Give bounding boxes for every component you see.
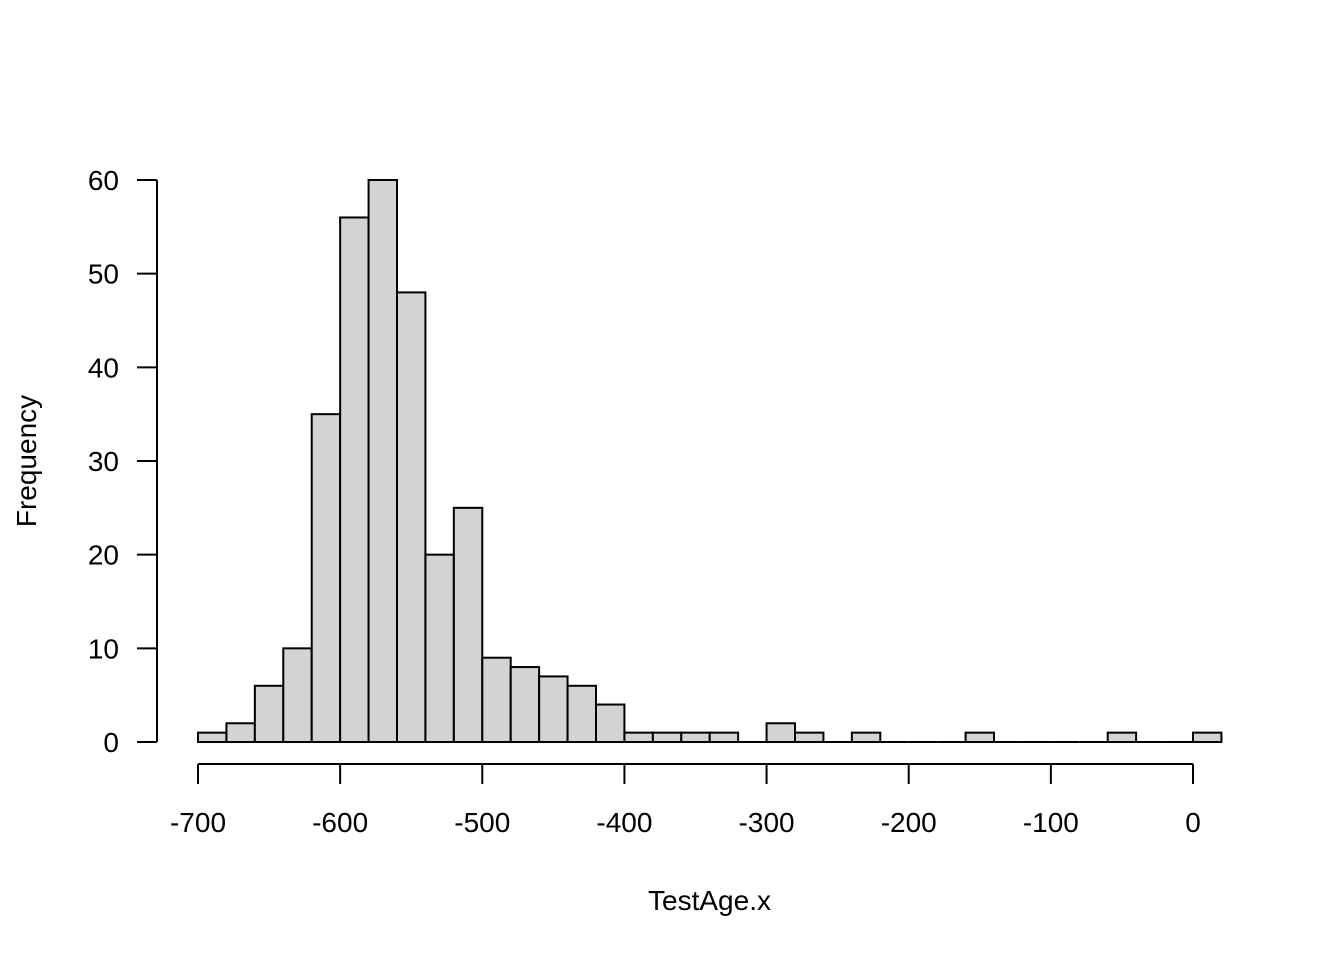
histogram-bar xyxy=(566,684,597,743)
y-tick-label: 20 xyxy=(88,540,119,571)
histogram-bar xyxy=(481,656,512,744)
histogram-bar xyxy=(623,731,654,744)
histogram-bar xyxy=(509,666,541,743)
histogram-bar xyxy=(708,731,740,744)
histogram-bar xyxy=(339,216,370,743)
bars-group xyxy=(197,179,1223,744)
histogram-bar xyxy=(282,647,313,743)
y-axis: 0 10 20 30 40 50 60 xyxy=(88,165,158,758)
x-tick-label: -100 xyxy=(1023,807,1079,838)
histogram-bar xyxy=(794,731,825,744)
x-tick-label: -400 xyxy=(596,807,652,838)
x-axis-label: TestAge.x xyxy=(648,885,771,916)
histogram-bar xyxy=(964,731,995,744)
histogram-bar xyxy=(310,413,342,743)
y-tick-label: 60 xyxy=(88,165,119,196)
histogram-bar xyxy=(651,731,683,744)
y-tick-label: 30 xyxy=(88,446,119,477)
y-tick-label: 10 xyxy=(88,633,119,664)
histogram-bar xyxy=(1106,731,1138,744)
y-tick-label: 50 xyxy=(88,259,119,290)
histogram-bar xyxy=(452,506,484,744)
x-tick-label: -200 xyxy=(881,807,937,838)
y-tick-label: 0 xyxy=(103,727,119,758)
x-tick-label: 0 xyxy=(1185,807,1201,838)
x-tick-label: -600 xyxy=(312,807,368,838)
x-tick-label: -700 xyxy=(170,807,226,838)
histogram-bar xyxy=(1192,731,1223,744)
histogram-bar xyxy=(396,291,427,743)
x-tick-label: -500 xyxy=(454,807,510,838)
x-axis: -700 -600 -500 -400 -300 -200 -100 0 xyxy=(170,763,1201,838)
histogram-bar xyxy=(680,731,711,744)
histogram-bar xyxy=(424,553,455,744)
y-axis-label: Frequency xyxy=(11,395,42,527)
y-tick-label: 40 xyxy=(88,352,119,383)
histogram-bar xyxy=(225,722,256,743)
histogram-bar xyxy=(367,179,399,743)
histogram-bar xyxy=(538,675,569,744)
histogram-bar xyxy=(197,731,228,744)
histogram-bar xyxy=(765,722,796,743)
histogram-bar xyxy=(850,731,882,744)
histogram-bar xyxy=(253,684,285,743)
histogram-bar xyxy=(595,703,626,743)
x-tick-label: -300 xyxy=(739,807,795,838)
